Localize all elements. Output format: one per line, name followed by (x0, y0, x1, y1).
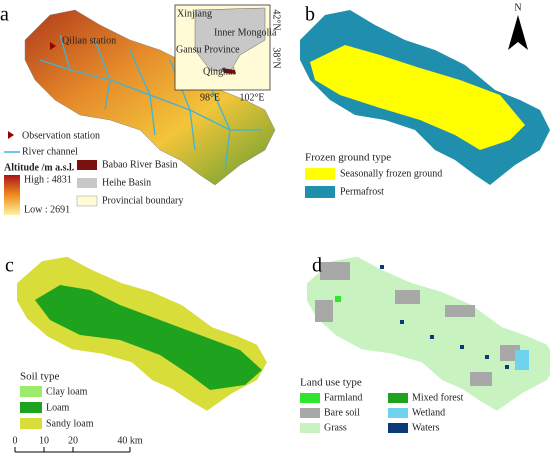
pixel (505, 365, 509, 369)
lon-tick: 98°E (200, 92, 220, 103)
bare-soil (315, 262, 520, 386)
legend-title: Frozen ground type (305, 152, 391, 164)
river (129, 49, 151, 96)
legend-label: Observation station (22, 130, 100, 141)
swatch (20, 386, 42, 397)
pixel (460, 345, 464, 349)
scale-label: 0 (13, 435, 18, 446)
lat-tick: 38°N (271, 47, 282, 68)
swatch (300, 393, 320, 403)
panel-label: b (305, 4, 315, 26)
scale-bar: 0 10 20 40 km (13, 435, 143, 453)
babao-basin (222, 68, 236, 74)
patch (315, 300, 333, 322)
heihe-basin (194, 7, 266, 73)
legend-title: Land use type (300, 377, 362, 389)
station-icon (8, 131, 14, 139)
legend-label: Provincial boundary (102, 195, 183, 206)
swatch (388, 423, 408, 433)
scale-label: 40 km (117, 435, 143, 446)
pixel (380, 265, 384, 269)
legend-label: Waters (412, 422, 440, 433)
panel-d: d Land use type Farmland Mixed forest Ba… (300, 255, 550, 433)
legend-title: Altitude /m a.s.l. (4, 162, 75, 173)
panel-label: a (0, 4, 9, 26)
loam-area (35, 285, 262, 390)
north-arrow (508, 15, 528, 50)
legend-label: Heihe Basin (102, 177, 151, 188)
swatch (20, 418, 42, 429)
heihe-swatch (77, 178, 97, 188)
seasonal-frozen-area (310, 45, 525, 150)
legend-label: Bare soil (324, 407, 360, 418)
region-label: Gansu Province (176, 44, 240, 55)
patch (445, 305, 475, 317)
wetland (515, 350, 529, 370)
legend-label: Mixed forest (412, 392, 464, 403)
legend-a: Observation station River channel Altitu… (4, 130, 183, 215)
lat-tick: 42°N (271, 9, 282, 30)
pixel (430, 335, 434, 339)
station-label: Qilian station (62, 35, 116, 46)
patch (470, 372, 492, 386)
panel-b: b N Frozen ground type Seasonally frozen… (300, 2, 550, 198)
swatch (20, 402, 42, 413)
legend-label: Grass (324, 422, 347, 433)
legend-label: Seasonally frozen ground (340, 168, 442, 179)
patch (395, 290, 420, 304)
station-flag (50, 42, 56, 50)
swatch (388, 393, 408, 403)
legend-label: Permafrost (340, 186, 384, 197)
river (149, 94, 156, 136)
north-label: N (514, 2, 521, 13)
altitude-ramp (4, 175, 20, 215)
legend-title: Soil type (20, 371, 60, 383)
swatch (388, 408, 408, 418)
pixel (485, 355, 489, 359)
legend-label: Sandy loam (46, 418, 94, 429)
farmland (335, 296, 341, 302)
panel-label: c (5, 255, 14, 277)
legend-label: Loam (46, 402, 70, 413)
legend-label: High : 4831 (24, 174, 72, 185)
river (59, 34, 71, 71)
region-label: Inner Mongolia (214, 27, 277, 38)
panel-label: d (312, 255, 322, 277)
panel-c: c Soil type Clay loam Loam Sandy loam 0 … (5, 255, 267, 453)
inset-map: Xinjiang Inner Mongolia Gansu Province Q… (174, 4, 282, 103)
legend-label: Babao River Basin (102, 159, 178, 170)
legend-label: River channel (22, 146, 78, 157)
scale-label: 10 (39, 435, 49, 446)
patch (320, 262, 350, 280)
river (104, 79, 111, 111)
river (189, 109, 196, 151)
swatch (305, 168, 335, 180)
region-label: Xinjiang (177, 8, 212, 19)
boundary-swatch (76, 195, 98, 207)
river (94, 39, 111, 81)
swatch (300, 408, 320, 418)
lon-tick: 102°E (239, 92, 264, 103)
region-label: Qinghai (203, 66, 235, 77)
panel-a: a Qilian station Xinjiang Inner Mongolia… (0, 4, 282, 216)
legend-label: Wetland (412, 407, 445, 418)
legend-label: Low : 2691 (24, 204, 70, 215)
waters (380, 265, 509, 369)
legend-label: Farmland (324, 392, 362, 403)
babao-swatch (77, 160, 97, 170)
pixel (400, 320, 404, 324)
river (209, 84, 231, 171)
swatch (305, 186, 335, 198)
scale-label: 20 (68, 435, 78, 446)
swatch (300, 423, 320, 433)
legend-label: Clay loam (46, 386, 88, 397)
